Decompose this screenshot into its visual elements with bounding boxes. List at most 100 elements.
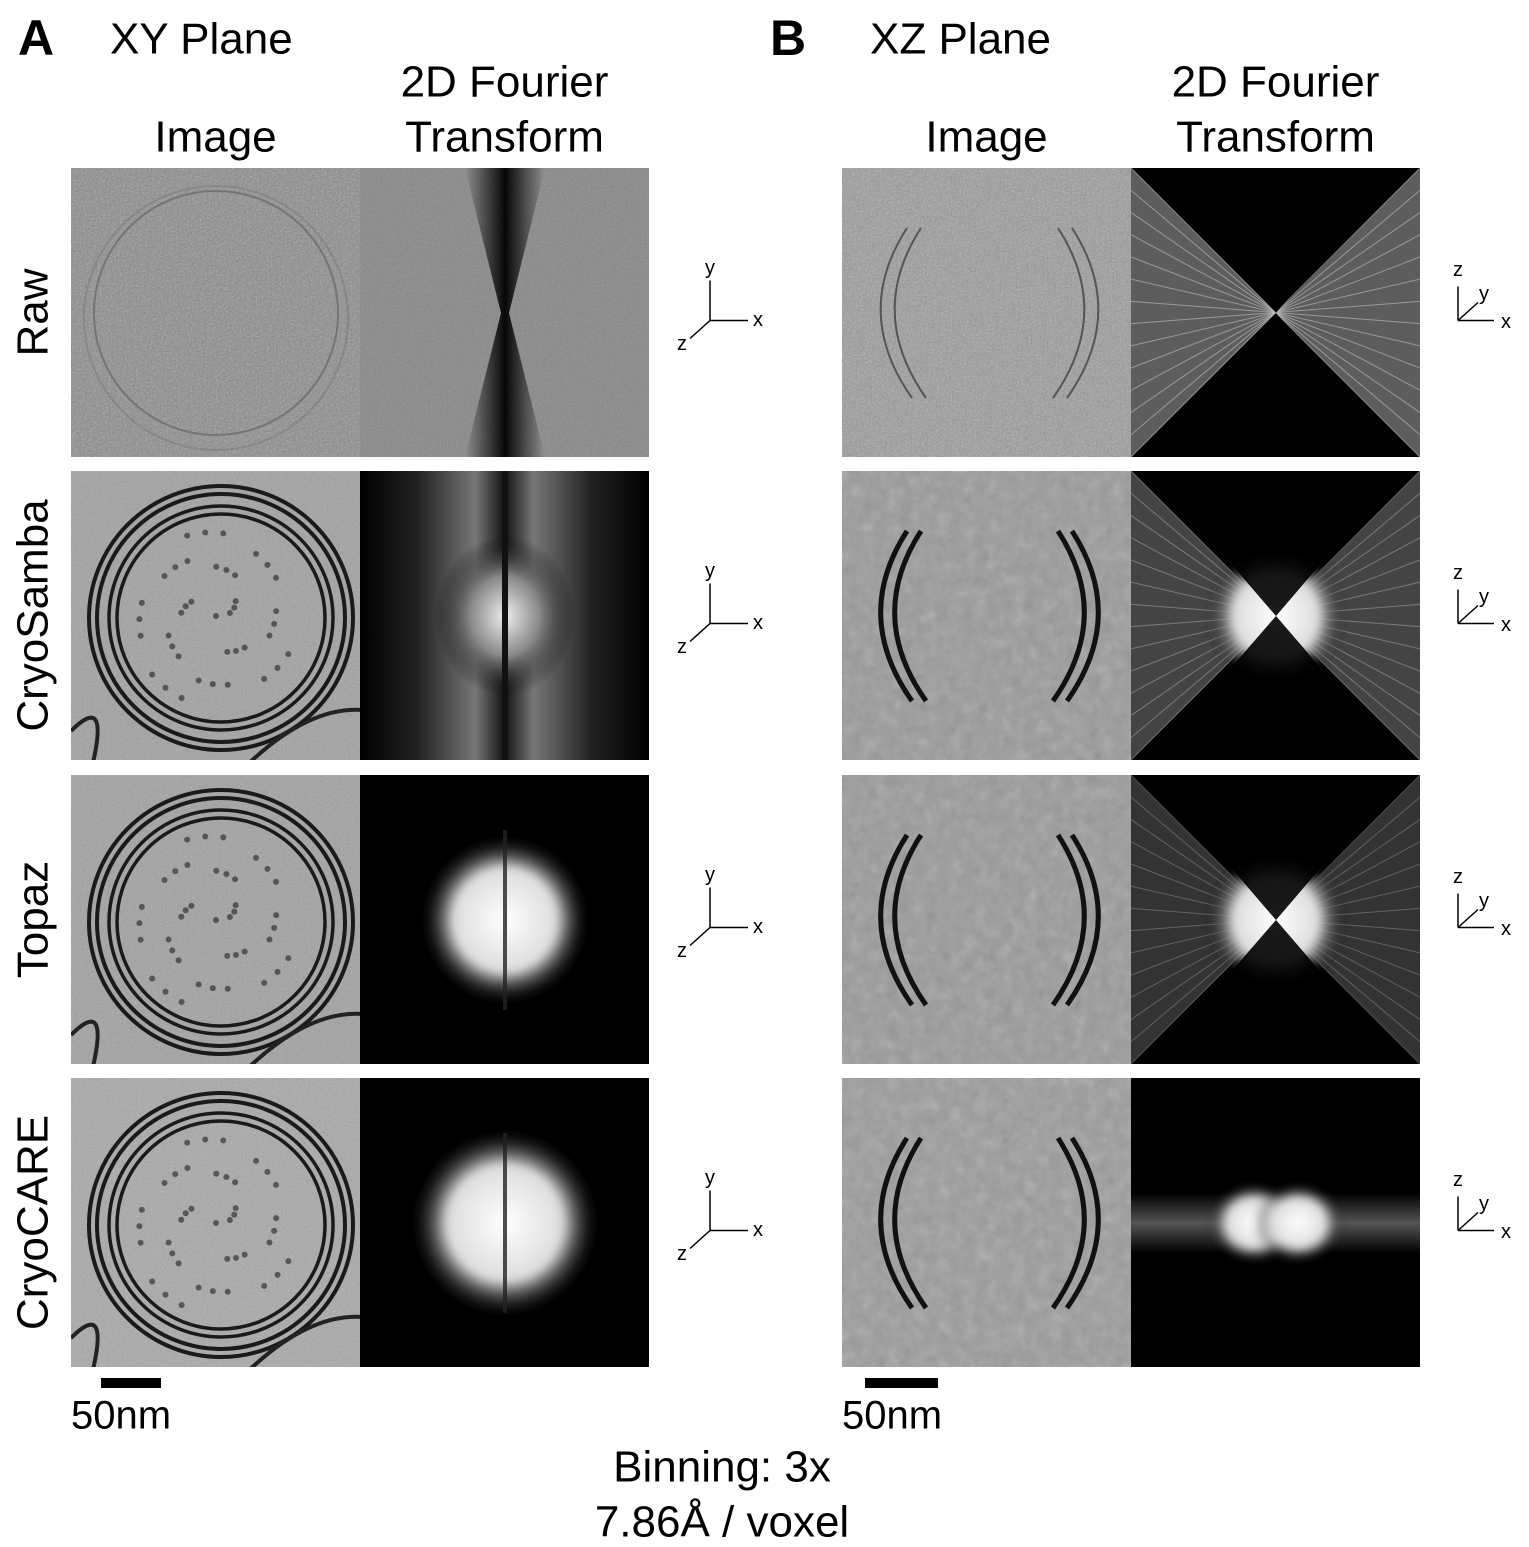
axis-label: y — [705, 257, 715, 279]
particle — [213, 917, 219, 923]
axis-label: y — [705, 560, 715, 582]
axis-label: y — [1479, 283, 1489, 305]
noise — [842, 471, 1131, 760]
particle — [169, 643, 175, 649]
particle — [176, 1260, 182, 1266]
row-label: CryoCARE — [9, 1115, 58, 1330]
panel-title: XZ Plane — [870, 15, 1051, 64]
column-header: Image — [154, 113, 276, 162]
particle — [213, 1171, 219, 1177]
axis-line — [1458, 1213, 1478, 1231]
image-tile — [842, 775, 1131, 1064]
particle — [138, 937, 144, 943]
footer-text: Binning: 3x — [613, 1443, 831, 1492]
particle — [232, 572, 238, 578]
particle — [188, 1206, 194, 1212]
column-header: Transform — [1176, 113, 1375, 162]
particle — [242, 1252, 248, 1258]
particle — [136, 616, 142, 622]
particle — [224, 1256, 230, 1262]
axis-line — [1458, 606, 1478, 624]
particle — [231, 909, 237, 915]
axis-label: z — [1453, 866, 1463, 888]
image-tile — [1131, 775, 1420, 1064]
particle — [139, 600, 145, 606]
particle — [136, 1223, 142, 1229]
panel-letter: A — [18, 10, 54, 66]
image-tile — [360, 775, 649, 1064]
particle — [210, 681, 216, 687]
particle — [183, 907, 189, 913]
axis-line — [690, 624, 710, 642]
particle — [264, 866, 270, 872]
particle — [196, 981, 202, 987]
particle — [225, 986, 231, 992]
particle — [273, 1215, 279, 1221]
particle — [242, 949, 248, 955]
particle — [261, 676, 267, 682]
particle — [184, 862, 190, 868]
particle — [227, 1217, 233, 1223]
axis-label: x — [753, 309, 763, 331]
particle — [163, 1292, 169, 1298]
image-tile — [71, 168, 360, 457]
particle — [183, 1210, 189, 1216]
image-tile — [71, 1078, 371, 1378]
particle — [161, 573, 167, 579]
axis-label: y — [705, 1167, 715, 1189]
axis-glyph: yxz — [677, 560, 763, 658]
axis-line — [1458, 303, 1478, 321]
particle — [285, 651, 291, 657]
particle — [184, 837, 190, 843]
particle — [225, 1289, 231, 1295]
particle — [273, 1182, 279, 1188]
particle — [233, 1205, 239, 1211]
particle — [225, 682, 231, 688]
particle — [213, 564, 219, 570]
particle — [202, 1137, 208, 1143]
particle — [273, 608, 279, 614]
blob — [1253, 1183, 1343, 1263]
axis-label: y — [1479, 1193, 1489, 1215]
scale-label: 50nm — [842, 1394, 942, 1438]
particle — [196, 1284, 202, 1290]
particle — [266, 1240, 272, 1246]
dark-line — [502, 471, 508, 760]
column-header: Image — [925, 113, 1047, 162]
column-header: Transform — [405, 113, 604, 162]
particle — [213, 868, 219, 874]
particle — [231, 605, 237, 611]
particle — [273, 912, 279, 918]
image-tile — [842, 471, 1131, 760]
image-tile — [71, 471, 371, 771]
particle — [179, 1302, 185, 1308]
noise — [842, 168, 1131, 457]
particle — [233, 952, 239, 958]
dark-line — [503, 1133, 507, 1313]
axis-label: z — [1453, 259, 1463, 281]
particle — [213, 613, 219, 619]
axis-line — [690, 321, 710, 339]
image-tile — [842, 1078, 1131, 1367]
axis-glyph: yxz — [677, 1167, 763, 1265]
panel-letter: B — [770, 10, 806, 66]
particle — [138, 1240, 144, 1246]
image-tile — [1131, 1078, 1420, 1367]
particle — [224, 953, 230, 959]
particle — [149, 1278, 155, 1284]
particle — [233, 1255, 239, 1261]
particle — [232, 876, 238, 882]
axis-label: x — [1501, 1221, 1511, 1243]
particle — [223, 1174, 229, 1180]
particle — [166, 1240, 172, 1246]
particle — [179, 999, 185, 1005]
particle — [231, 1212, 237, 1218]
image-tile — [1131, 168, 1420, 457]
column-header: 2D Fourier — [1172, 58, 1380, 107]
particle — [266, 937, 272, 943]
particle — [242, 645, 248, 651]
particle — [275, 969, 281, 975]
particle — [253, 1158, 259, 1164]
particle — [196, 677, 202, 683]
axis-label: y — [1479, 890, 1489, 912]
